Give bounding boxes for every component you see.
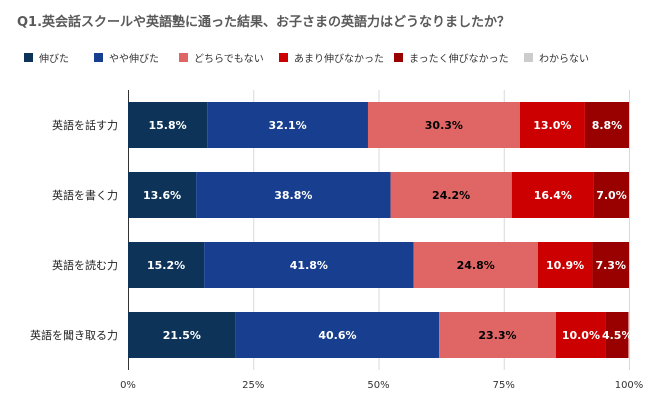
legend-item: 伸びた (24, 50, 69, 65)
data-label: 40.6% (318, 329, 356, 342)
data-label: 10.0% (562, 329, 600, 342)
legend-item: あまり伸びなかった (279, 50, 384, 65)
bar-segment (605, 312, 629, 358)
legend-item: どちらでもない (179, 50, 264, 65)
category-label: 英語を読む力 (52, 258, 118, 272)
x-tick-label: 100% (615, 380, 644, 391)
data-label: 21.5% (163, 329, 201, 342)
data-label: 15.8% (148, 119, 186, 132)
legend-item: やや伸びた (94, 50, 159, 65)
bar-segment (367, 102, 520, 148)
data-label: 23.3% (478, 329, 516, 342)
bar-segment (235, 312, 440, 358)
data-label: 7.3% (595, 259, 626, 272)
category-label: 英語を話す力 (52, 118, 118, 132)
data-label: 41.8% (290, 259, 328, 272)
data-label: 7.0% (596, 189, 627, 202)
data-label: 15.2% (147, 259, 185, 272)
legend-item: わからない (524, 50, 589, 65)
legend-label: わからない (539, 53, 589, 65)
legend-swatch (524, 52, 533, 62)
bar-segment (439, 312, 556, 358)
data-label: 30.3% (425, 119, 463, 132)
bar-segment (207, 102, 368, 148)
bar-segment (537, 242, 593, 288)
data-label: 8.8% (592, 119, 623, 132)
legend-label: 伸びた (39, 53, 69, 65)
data-label: 13.6% (143, 189, 181, 202)
data-label: 38.8% (274, 189, 312, 202)
bar-segment (555, 312, 606, 358)
legend: 伸びた やや伸びた どちらでもない あまり伸びなかった まったく伸びなかった わからない (24, 50, 644, 65)
legend-swatch (394, 52, 403, 62)
legend-label: やや伸びた (109, 53, 159, 65)
chart-title: Q1.英会話スクールや英語塾に通った結果、お子さまの英語力はどうなりましたか？ (17, 15, 511, 30)
x-tick-label: 75% (493, 380, 515, 391)
bar-segment (519, 102, 585, 148)
legend-swatch (24, 52, 33, 62)
bar-segment (128, 102, 208, 148)
data-label: 24.2% (432, 189, 470, 202)
data-label: 4.5% (602, 329, 633, 342)
bar-segment (592, 242, 629, 288)
bar-segment (511, 172, 594, 218)
data-label: 13.0% (533, 119, 571, 132)
data-label: 32.1% (268, 119, 306, 132)
x-tick-label: 0% (120, 380, 136, 391)
legend-swatch (94, 52, 103, 62)
bar-segment (413, 242, 538, 288)
legend-label: どちらでもない (194, 53, 264, 65)
legend-label: あまり伸びなかった (294, 53, 384, 65)
x-tick-label: 25% (242, 380, 264, 391)
bar-segment (390, 172, 512, 218)
legend-swatch (279, 52, 288, 62)
bar-segment (128, 172, 197, 218)
x-tick-label: 50% (367, 380, 389, 391)
data-label: 16.4% (534, 189, 572, 202)
bar-segment (128, 312, 236, 358)
bar-segment (584, 102, 629, 148)
category-label: 英語を書く力 (52, 188, 118, 202)
bar-segment (128, 242, 205, 288)
legend-label: まったく伸びなかった (409, 53, 509, 65)
bar-segment (196, 172, 391, 218)
legend-item: まったく伸びなかった (394, 50, 509, 65)
category-label: 英語を聞き取る力 (30, 328, 118, 342)
bar-segment (204, 242, 414, 288)
legend-swatch (179, 52, 188, 62)
bar-segment (593, 172, 629, 218)
data-label: 24.8% (457, 259, 495, 272)
data-label: 10.9% (546, 259, 584, 272)
